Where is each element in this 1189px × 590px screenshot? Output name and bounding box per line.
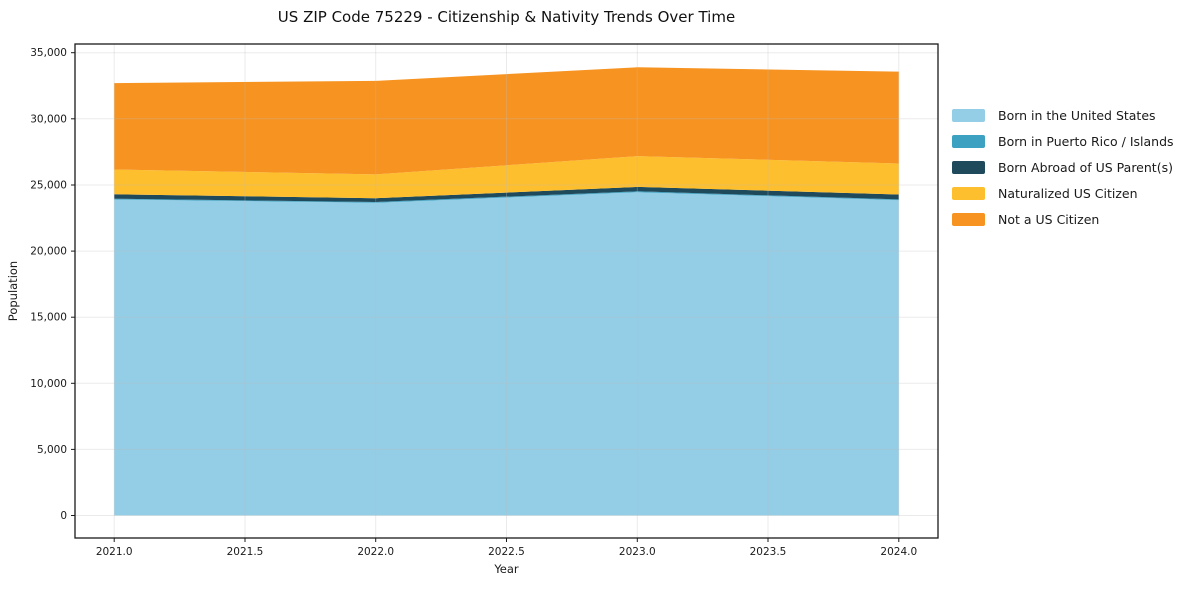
y-tick-label: 35,000: [30, 47, 67, 59]
y-tick-label: 10,000: [30, 378, 67, 390]
legend: Born in the United States Born in Puerto …: [952, 109, 1174, 226]
x-axis-label: Year: [494, 562, 519, 576]
y-tick-label: 5,000: [37, 444, 67, 456]
legend-item-born-in-the-united-states: Born in the United States: [952, 109, 1174, 122]
x-tick-label: 2022.0: [357, 546, 394, 558]
legend-label: Naturalized US Citizen: [998, 186, 1138, 201]
area-band-naturalized-us-citizen: [114, 156, 899, 199]
x-tick-label: 2021.5: [227, 546, 264, 558]
x-tick-label: 2023.5: [750, 546, 787, 558]
y-axis-label: Population: [6, 260, 20, 322]
legend-label: Born in the United States: [998, 108, 1156, 123]
legend-label: Not a US Citizen: [998, 212, 1100, 227]
legend-color-swatch: [952, 109, 985, 122]
area-band-born-abroad-of-us-parent-s: [114, 186, 899, 202]
x-tick-label: 2024.0: [880, 546, 917, 558]
legend-color-swatch: [952, 213, 985, 226]
x-tick-label: 2022.5: [488, 546, 525, 558]
y-tick-label: 25,000: [30, 180, 67, 192]
x-tick-label: 2023.0: [619, 546, 656, 558]
legend-color-swatch: [952, 187, 985, 200]
y-tick-label: 20,000: [30, 246, 67, 258]
area-band-born-in-puerto-rico-islands: [114, 191, 899, 203]
legend-item-naturalized-us-citizen: Naturalized US Citizen: [952, 187, 1174, 200]
legend-label: Born in Puerto Rico / Islands: [998, 134, 1174, 149]
y-tick-label: 15,000: [30, 312, 67, 324]
area-band-born-in-the-united-states: [114, 192, 899, 516]
legend-item-not-a-us-citizen: Not a US Citizen: [952, 213, 1174, 226]
legend-color-swatch: [952, 161, 985, 174]
area-band-not-a-us-citizen: [114, 67, 899, 175]
chart-title: US ZIP Code 75229 - Citizenship & Nativi…: [277, 8, 736, 26]
y-tick-label: 30,000: [30, 113, 67, 125]
y-tick-label: 0: [60, 510, 67, 522]
legend-label: Born Abroad of US Parent(s): [998, 160, 1173, 175]
x-tick-label: 2021.0: [96, 546, 133, 558]
legend-item-born-in-puerto-rico-islands: Born in Puerto Rico / Islands: [952, 135, 1174, 148]
legend-color-swatch: [952, 135, 985, 148]
legend-item-born-abroad-of-us-parent-s: Born Abroad of US Parent(s): [952, 161, 1174, 174]
